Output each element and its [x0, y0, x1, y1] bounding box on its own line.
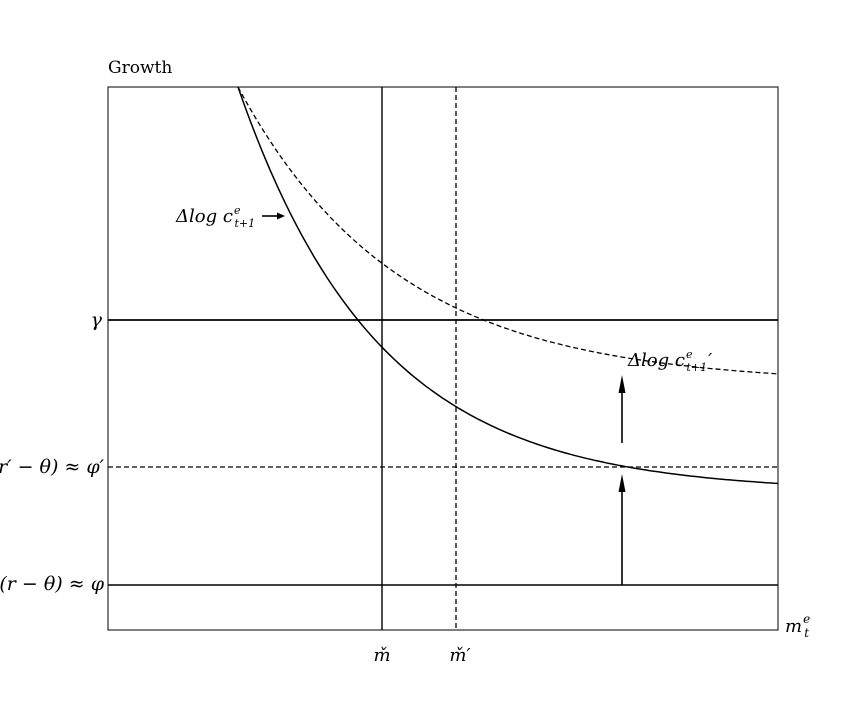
m-check-label: m̌ [373, 645, 390, 666]
consumption-growth-curve [237, 86, 779, 485]
curve-label: Δlog ce t+1 [175, 204, 255, 230]
phi-prime-label: (r′ − θ) ≈ φ′ [0, 456, 105, 478]
consumption-growth-curve-prime [237, 86, 779, 375]
phi-label: (r − θ) ≈ φ [0, 573, 105, 595]
gamma-label: γ [91, 309, 103, 331]
plot-frame [107, 86, 779, 631]
arrow-curve-label [262, 212, 285, 220]
y-axis-label: Growth [108, 58, 172, 78]
m-check-prime-label: m̌′ [449, 645, 470, 666]
curve-prime-label: Δlog ce t+1′ [627, 348, 712, 374]
arrow-shift-curve [618, 375, 626, 443]
arrow-shift-phi [618, 474, 626, 585]
x-axis-label: me t [785, 612, 810, 640]
